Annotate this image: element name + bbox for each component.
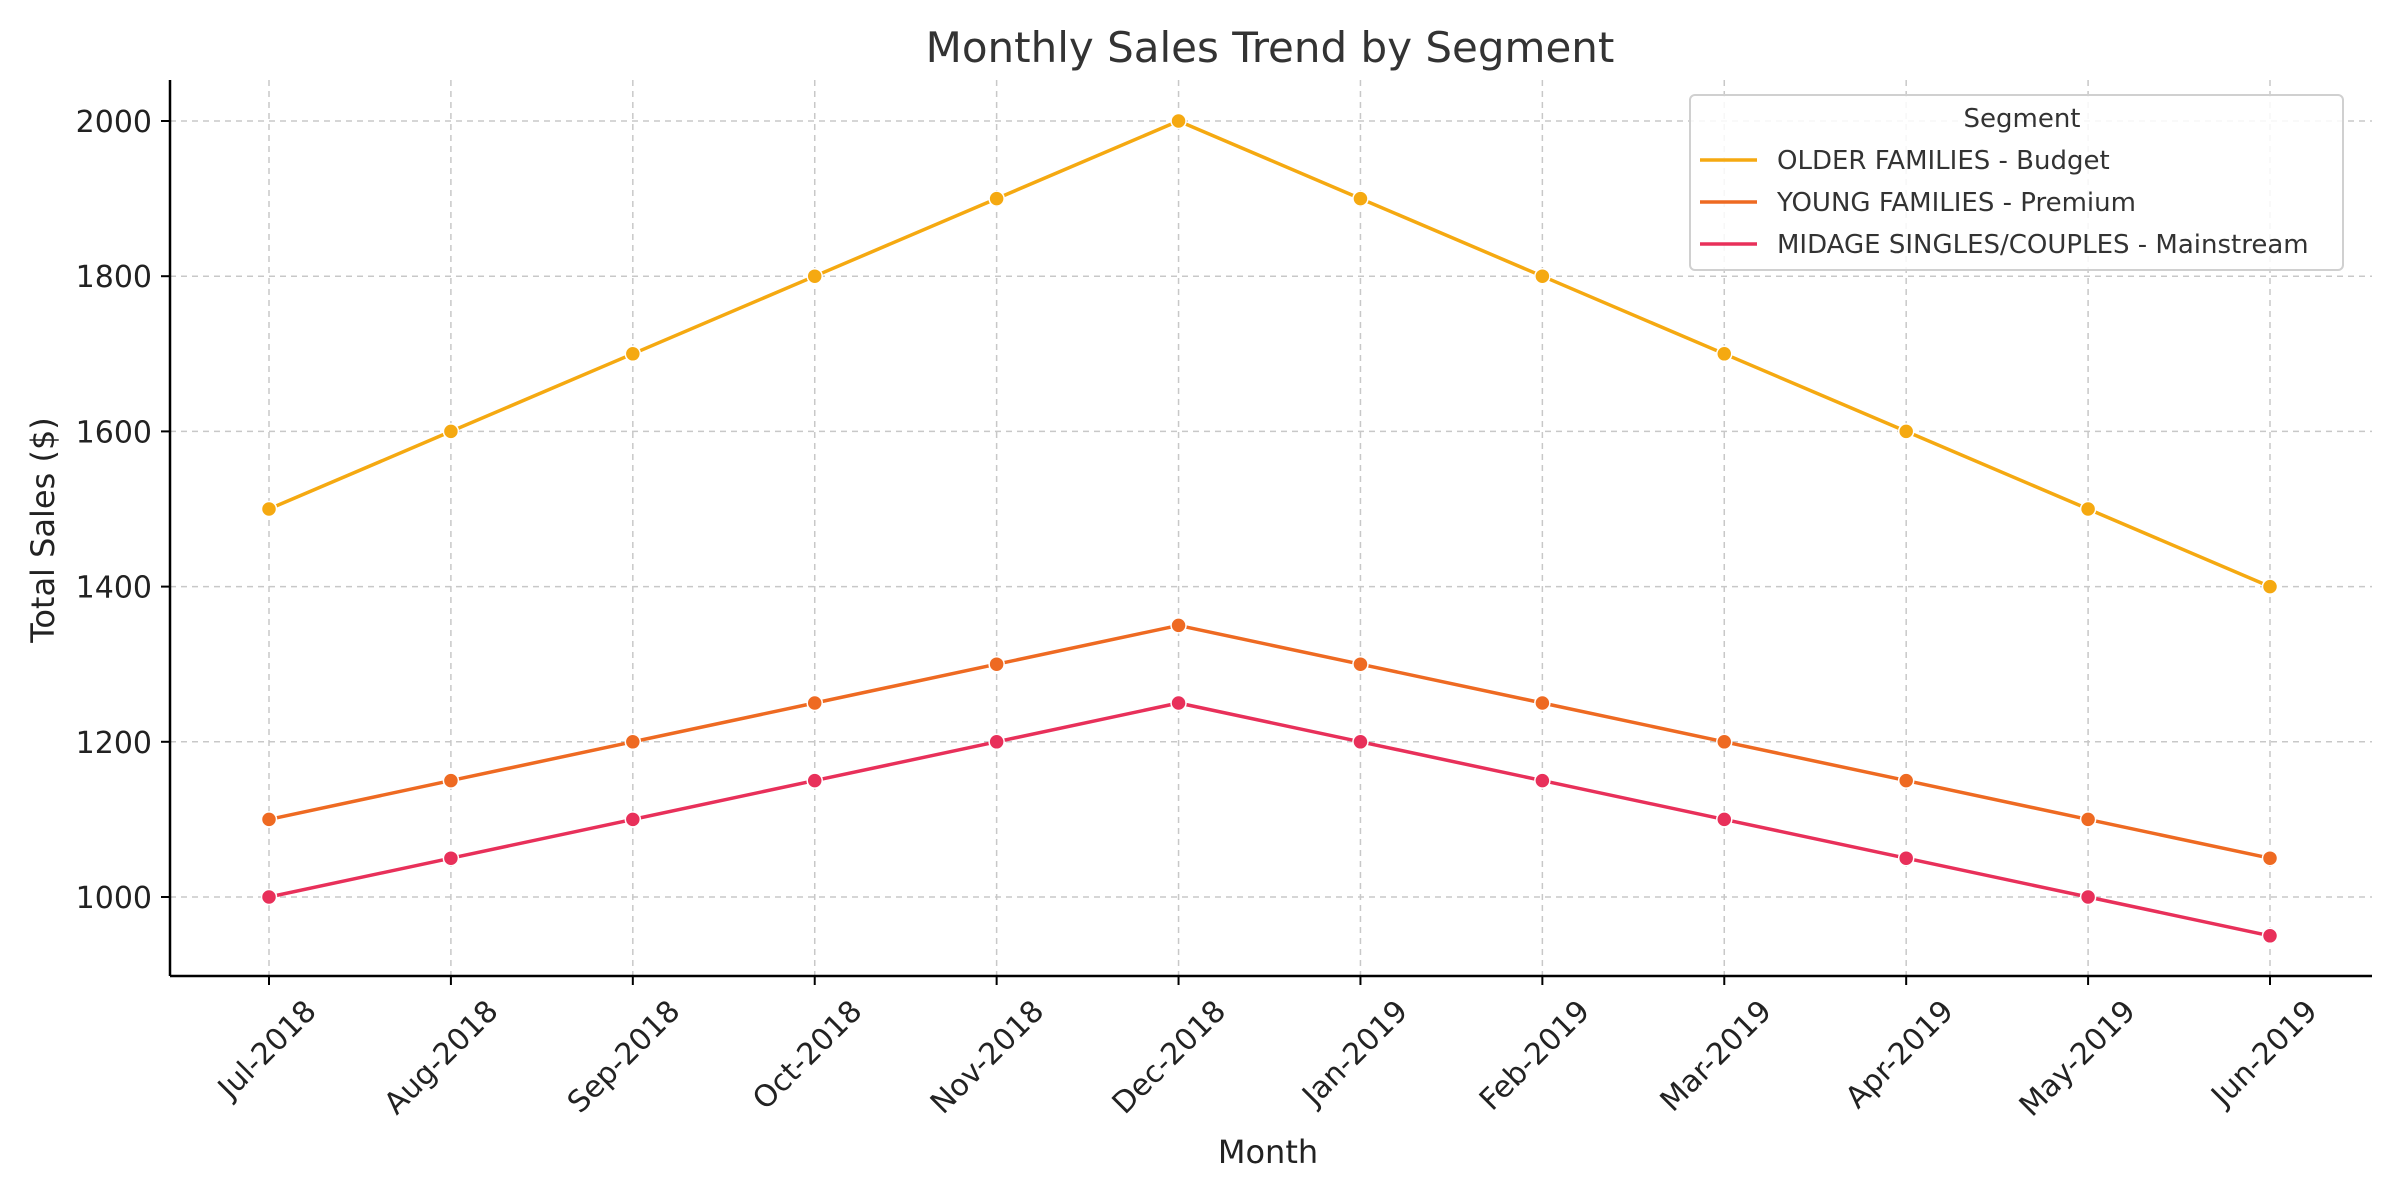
- series-3: [260, 694, 2279, 945]
- x-tick-label: Nov-2018: [924, 994, 1051, 1121]
- data-point: [1170, 617, 1187, 634]
- data-point: [988, 190, 1005, 207]
- legend-frame: [1689, 94, 2344, 271]
- y-tick-label: 1600: [76, 415, 152, 450]
- y-tick-label: 1800: [76, 260, 152, 295]
- data-point: [624, 811, 642, 828]
- data-point: [442, 849, 460, 867]
- x-tick-label: Jul-2018: [210, 994, 323, 1107]
- legend-title: Segment: [1964, 104, 2081, 134]
- x-tick-label: Jan-2019: [1294, 994, 1415, 1115]
- x-tick-label: Feb-2019: [1473, 994, 1597, 1118]
- data-point: [1534, 772, 1551, 789]
- data-point: [988, 655, 1005, 673]
- data-point: [442, 772, 460, 789]
- legend-items: OLDER FAMILIES - Budget YOUNG FAMILIES - …: [1700, 146, 2309, 260]
- data-point: [1352, 190, 1369, 207]
- data-point: [1897, 849, 1915, 867]
- data-point: [260, 500, 278, 518]
- x-tick-label: Aug-2018: [378, 994, 506, 1122]
- data-point: [2261, 927, 2279, 945]
- x-tick-label: May-2019: [2013, 994, 2143, 1124]
- data-point: [2079, 500, 2097, 518]
- x-tick-label: Sep-2018: [561, 994, 687, 1120]
- data-point: [1352, 655, 1369, 673]
- data-point: [1352, 733, 1369, 751]
- legend-label: MIDAGE SINGLES/COUPLES - Mainstream: [1777, 230, 2309, 260]
- x-tick-label: Oct-2018: [746, 994, 869, 1117]
- data-point: [1170, 694, 1187, 712]
- series-line: [267, 701, 2272, 938]
- data-point: [624, 345, 642, 363]
- data-point: [1716, 733, 1733, 751]
- chart-title: Monthly Sales Trend by Segment: [926, 23, 1615, 72]
- x-axis-label: Month: [1218, 1133, 1318, 1171]
- x-tick-label: Apr-2019: [1839, 994, 1961, 1116]
- series-layer: [260, 112, 2279, 945]
- grid-layer: [170, 80, 2372, 976]
- y-tick-label: 1200: [76, 726, 152, 761]
- legend: Segment OLDER FAMILIES - Budget YOUNG FAM…: [1689, 94, 2344, 271]
- data-point: [1170, 112, 1187, 130]
- data-point: [2261, 578, 2279, 595]
- data-point: [806, 694, 823, 712]
- data-point: [1716, 811, 1733, 828]
- data-point: [260, 811, 278, 828]
- series-1: [260, 112, 2279, 595]
- data-point: [442, 423, 460, 440]
- series-line: [267, 119, 2272, 589]
- legend-label: OLDER FAMILIES - Budget: [1777, 146, 2110, 176]
- y-tick-label: 1000: [76, 881, 152, 916]
- data-point: [988, 733, 1005, 751]
- x-tick-label: Jun-2019: [2204, 994, 2325, 1115]
- data-point: [806, 772, 823, 789]
- series-line: [267, 623, 2272, 860]
- data-point: [2079, 888, 2097, 906]
- axes-layer: [168, 80, 2372, 978]
- data-point: [806, 267, 823, 285]
- data-point: [624, 733, 642, 751]
- x-tick-label: Dec-2018: [1106, 994, 1233, 1121]
- y-axis-label: Total Sales ($): [24, 417, 62, 644]
- data-point: [1534, 694, 1551, 712]
- data-point: [1897, 772, 1915, 789]
- data-point: [2079, 811, 2097, 828]
- data-point: [260, 888, 278, 906]
- data-point: [1534, 267, 1551, 285]
- y-tick-label: 1400: [76, 571, 152, 606]
- data-point: [2261, 849, 2279, 867]
- y-tick-label: 2000: [76, 105, 152, 140]
- x-tick-label: Mar-2019: [1654, 994, 1779, 1119]
- data-point: [1897, 423, 1915, 440]
- series-2: [260, 617, 2279, 867]
- data-point: [1716, 345, 1733, 363]
- legend-label: YOUNG FAMILIES - Premium: [1776, 188, 2136, 218]
